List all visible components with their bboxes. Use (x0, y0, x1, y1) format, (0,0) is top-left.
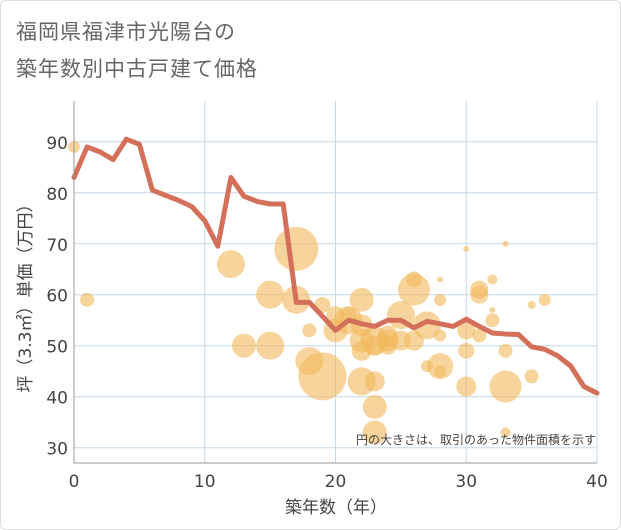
bubble-point (349, 287, 374, 312)
line-layer (71, 136, 600, 396)
bubble-point (302, 323, 317, 338)
bubble-point (80, 292, 95, 307)
y-tick-label: 60 (46, 287, 68, 307)
x-axis-label: 築年数（年） (285, 498, 387, 518)
bubble-point (489, 307, 496, 314)
bubble-point (463, 245, 470, 252)
y-tick-label: 50 (46, 338, 68, 358)
bubble-point (538, 293, 551, 306)
bubble-point (362, 420, 387, 445)
bubble-point (231, 333, 256, 358)
bubble-point (498, 343, 513, 358)
chart-title-line-2: 築年数別中古戸建て価格 (16, 57, 258, 81)
bubble-point (216, 250, 245, 279)
bubble-point (434, 329, 447, 342)
bubble-point (362, 394, 387, 419)
x-tick-label: 0 (69, 472, 80, 492)
x-tick-label: 10 (194, 472, 216, 492)
bubble-point (457, 321, 476, 340)
bubble-point (434, 293, 447, 306)
bubble-point (500, 427, 511, 438)
bubble-point (298, 352, 347, 401)
x-tick-label: 20 (325, 472, 347, 492)
chart-title-line-1: 福岡県福津市光陽台の (16, 20, 236, 44)
bubble-point (256, 280, 285, 309)
y-tick-label: 40 (46, 389, 68, 409)
bubble-point (397, 273, 430, 306)
bubble-point (487, 274, 498, 285)
axis-layer: 30 40 50 60 70 80 90 0 10 20 30 40 (46, 101, 608, 492)
bubble-point (256, 331, 285, 360)
bubble-layer (68, 140, 551, 445)
avg-price-line (71, 136, 600, 396)
bubble-point (405, 271, 422, 288)
bubble-point (489, 370, 522, 403)
bubble-point (527, 300, 536, 309)
x-tick-label: 30 (455, 472, 477, 492)
bubble-point (456, 376, 477, 397)
bubble-point (274, 226, 319, 271)
y-tick-label: 80 (46, 185, 68, 205)
grid-layer (74, 101, 598, 463)
bubble-point (364, 371, 385, 392)
y-axis-label: 坪（3.3㎡）単価（万円） (16, 195, 36, 392)
bubble-point (437, 276, 444, 283)
bubble-point (502, 240, 509, 247)
x-tick-label: 40 (586, 472, 608, 492)
bubble-point (434, 365, 447, 378)
bubble-point (485, 313, 500, 328)
y-tick-label: 90 (46, 134, 68, 154)
size-note: 円の大きさは、取引のあった物件面積を示す (356, 432, 596, 447)
bubble-point (472, 328, 487, 343)
y-tick-label: 30 (46, 440, 68, 460)
y-tick-label: 70 (46, 236, 68, 256)
bubble-point (524, 369, 539, 384)
bubble-point (458, 342, 475, 359)
bubble-point (470, 285, 489, 304)
bubble-point (413, 311, 442, 340)
